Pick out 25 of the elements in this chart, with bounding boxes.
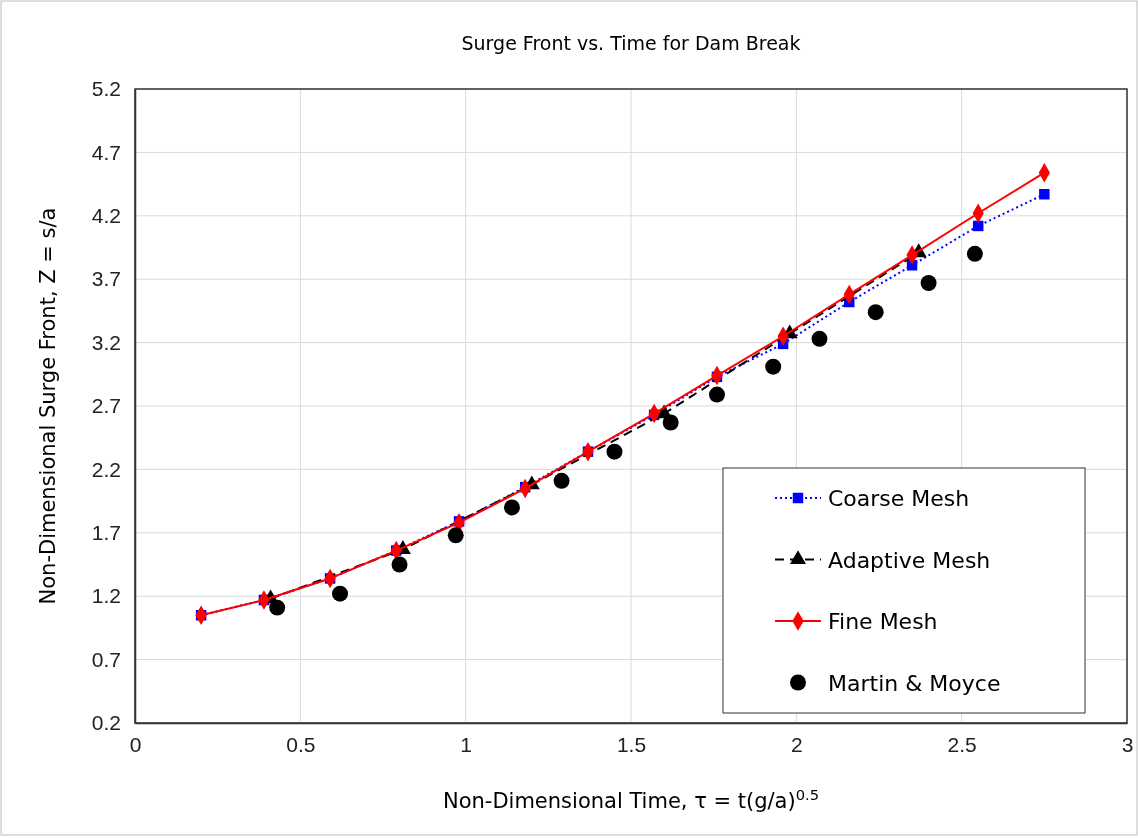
y-tick-label: 0.7 [91, 647, 121, 671]
legend-label: Martin & Moyce [828, 670, 1001, 696]
legend-label: Coarse Mesh [828, 486, 970, 511]
x-tick-label: 0 [129, 732, 142, 756]
legend-label: Adaptive Mesh [828, 547, 991, 573]
x-tick-label: 1 [460, 732, 473, 756]
y-tick-label: 4.2 [91, 204, 121, 228]
x-axis-title: Non-Dimensional Time, τ = t(g/a)$^{0.5}$ [442, 785, 820, 813]
x-tick-label: 3 [1121, 732, 1134, 756]
chart-title: Surge Front vs. Time for Dam Break [461, 32, 801, 54]
x-tick-label: 0.5 [286, 732, 316, 756]
x-tick-label: 2.5 [947, 732, 977, 756]
x-tick-label: 1.5 [616, 732, 647, 756]
y-tick-label: 0.2 [91, 711, 121, 735]
y-tick-label: 5.2 [91, 77, 121, 101]
y-tick-label: 4.7 [91, 140, 121, 164]
y-axis-title: Non-Dimensional Surge Front, Z = s/a [36, 207, 60, 605]
y-tick-label: 2.2 [91, 457, 121, 481]
legend-label: Fine Mesh [828, 609, 938, 634]
y-tick-label: 3.7 [91, 267, 121, 291]
y-tick-label: 1.7 [91, 521, 121, 545]
y-tick-label: 2.7 [91, 394, 121, 418]
y-tick-label: 1.2 [91, 584, 121, 608]
x-tick-label: 2 [790, 732, 803, 756]
y-tick-label: 3.2 [91, 330, 121, 354]
